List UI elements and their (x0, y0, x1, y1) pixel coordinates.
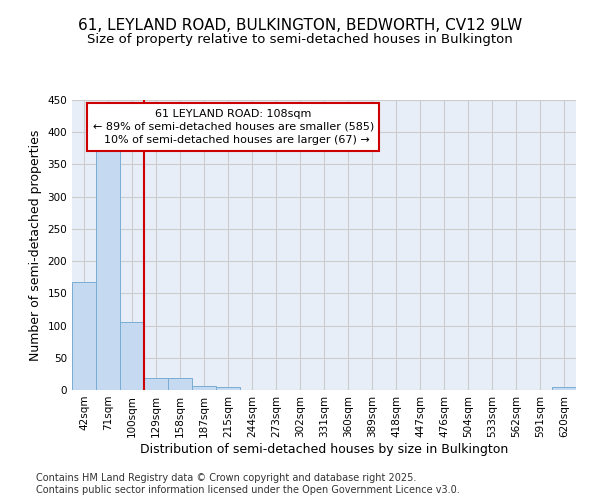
Bar (96, 151, 120, 390)
Y-axis label: Number of semi-detached properties: Number of semi-detached properties (29, 130, 42, 360)
Bar (72, 282, 96, 390)
Text: 61, LEYLAND ROAD, BULKINGTON, BEDWORTH, CV12 9LW: 61, LEYLAND ROAD, BULKINGTON, BEDWORTH, … (78, 18, 522, 32)
Text: Size of property relative to semi-detached houses in Bulkington: Size of property relative to semi-detach… (87, 32, 513, 46)
Bar (120, 322, 144, 390)
Bar (216, 388, 240, 390)
Bar (552, 388, 576, 390)
Text: 61 LEYLAND ROAD: 108sqm
← 89% of semi-detached houses are smaller (585)
  10% of: 61 LEYLAND ROAD: 108sqm ← 89% of semi-de… (92, 108, 374, 145)
X-axis label: Distribution of semi-detached houses by size in Bulkington: Distribution of semi-detached houses by … (140, 442, 508, 456)
Bar (192, 386, 216, 390)
Bar (168, 378, 192, 390)
Text: Contains HM Land Registry data © Crown copyright and database right 2025.
Contai: Contains HM Land Registry data © Crown c… (36, 474, 460, 495)
Bar (144, 378, 168, 390)
